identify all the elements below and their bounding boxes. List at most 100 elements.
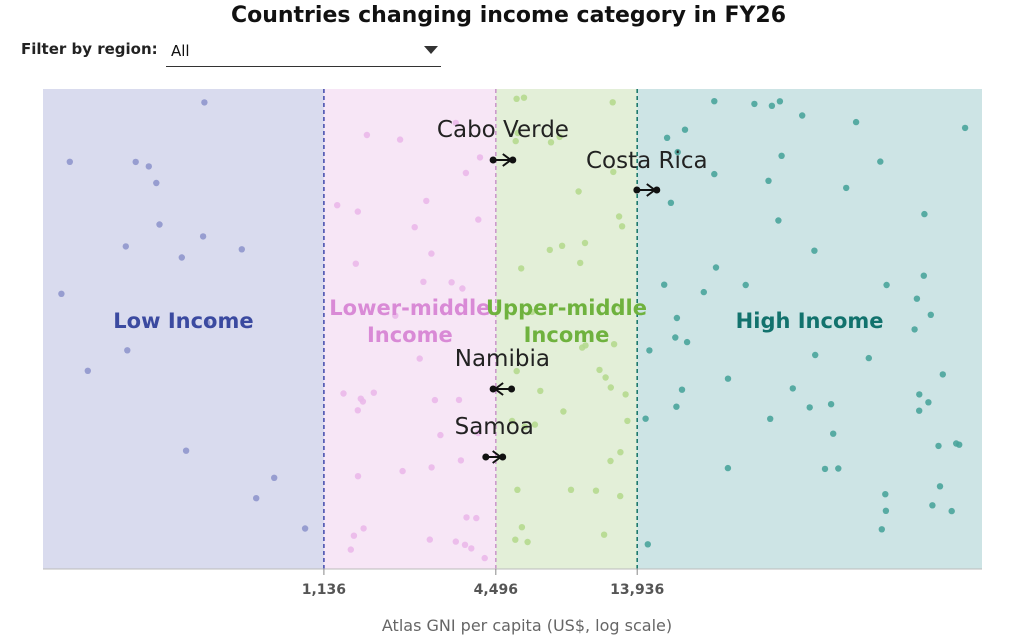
country-dot (882, 491, 889, 498)
country-dot (437, 431, 444, 439)
country-dot (948, 507, 955, 515)
mover-end-point (509, 156, 517, 164)
country-dot (742, 281, 749, 289)
mover-cabo-verde: Cabo Verde (437, 117, 569, 167)
country-dot (661, 281, 668, 288)
country-dot (600, 531, 608, 538)
region-filter-value: All (171, 42, 190, 60)
country-dot (610, 168, 617, 176)
mover-start-point (633, 186, 641, 194)
country-dot (683, 338, 691, 346)
country-dot (724, 375, 732, 382)
arrow-head-icon (502, 153, 513, 167)
country-dot (182, 447, 190, 454)
country-dot (452, 538, 459, 545)
country-dot (301, 525, 309, 532)
country-dot (513, 95, 520, 103)
country-dot (618, 223, 626, 230)
country-dot (132, 158, 139, 166)
band-labels: Low Income Lower-middle IncomeUpper-middle… (113, 296, 883, 347)
country-dot (646, 347, 653, 354)
country-dot (199, 233, 207, 240)
country-dot (357, 395, 364, 402)
country-dot (462, 169, 470, 177)
country-dot (481, 554, 488, 562)
country-dot (350, 532, 358, 539)
mover-start-point (508, 385, 516, 393)
country-dot (711, 98, 718, 105)
band-low-income (43, 89, 324, 569)
country-dot (521, 423, 528, 430)
threshold-lines (323, 89, 638, 569)
x-axis-title: Atlas GNI per capita (US$, log scale) (382, 616, 672, 635)
country-dot (201, 99, 208, 106)
band-label-lower-middle-income: Lower-middle Income (329, 296, 490, 347)
country-dot (461, 541, 469, 548)
country-dot (799, 112, 806, 119)
country-dot (468, 545, 475, 552)
country-dot (956, 441, 963, 448)
country-dot (271, 474, 278, 481)
country-dot (514, 129, 521, 137)
country-dot (524, 538, 531, 546)
country-dot (354, 208, 361, 215)
country-dot (882, 507, 890, 514)
country-dot (475, 216, 482, 223)
band-lower-middle-income (323, 89, 496, 569)
region-filter-dropdown[interactable]: All (166, 36, 441, 67)
country-movers: Cabo Verde Costa Rica Namibia Samoa (437, 117, 708, 464)
country-dot (518, 265, 525, 272)
country-dot (835, 465, 842, 472)
country-dot (459, 285, 466, 292)
country-dot (711, 170, 718, 178)
country-dot (455, 396, 463, 404)
country-dot (925, 399, 932, 406)
country-dot (624, 417, 631, 425)
country-dot (821, 465, 829, 473)
band-label-high-income: High Income (736, 309, 884, 333)
country-dot (463, 514, 470, 521)
mover-end-point (499, 453, 507, 461)
band-label-low-income: Low Income (113, 309, 253, 333)
country-dot (667, 199, 675, 206)
country-dot (145, 163, 152, 170)
country-dot (347, 546, 354, 553)
x-axis-ticks: 1,136 4,496 13,936 (302, 569, 664, 598)
country-dot (531, 421, 539, 428)
country-dot (673, 314, 681, 322)
country-dot (592, 487, 600, 494)
chevron-down-icon[interactable] (424, 46, 438, 54)
country-dot (913, 295, 921, 302)
country-dot (806, 404, 813, 411)
country-dot (66, 158, 74, 165)
country-dot (512, 536, 519, 543)
country-dot (936, 483, 944, 490)
country-dot (508, 417, 516, 425)
country-dot (607, 457, 614, 465)
country-dot (617, 449, 624, 456)
country-dot (644, 541, 651, 548)
country-dot (58, 290, 65, 297)
country-dot (712, 264, 720, 271)
country-dot (518, 524, 526, 531)
country-dot (124, 347, 131, 354)
arrow-head-icon (646, 183, 657, 197)
arrow-head-icon (493, 382, 504, 396)
country-dot (203, 319, 211, 326)
country-dot (431, 396, 439, 404)
country-dot (789, 385, 796, 392)
country-dot (156, 221, 163, 228)
x-tick-label: 1,136 (302, 582, 346, 598)
country-dot (334, 202, 341, 209)
country-dot (457, 457, 465, 464)
country-dot (473, 514, 480, 522)
country-dot (558, 242, 566, 249)
country-dot (827, 401, 835, 408)
mover-end-point (489, 385, 497, 393)
country-dot (546, 246, 553, 254)
country-dot (528, 308, 536, 316)
country-dot (537, 387, 544, 395)
country-dot (622, 391, 629, 398)
income-bands (43, 89, 982, 569)
